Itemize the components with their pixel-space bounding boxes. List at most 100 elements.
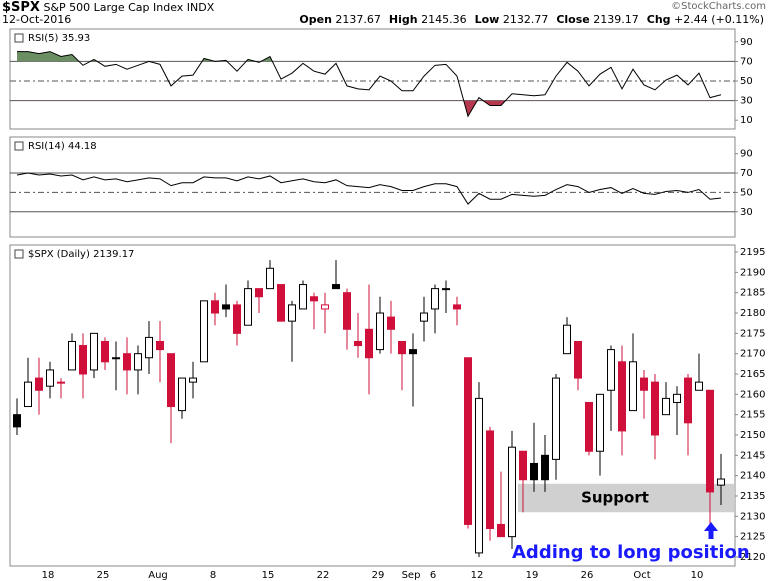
quote-label: Close [556,13,590,26]
candle-body [519,450,527,481]
panel-name: $SPX (Daily) [28,249,90,260]
x-tick-label: 25 [97,570,110,581]
panel-frame [9,28,736,130]
index-name: S&P 500 Large Cap Index [43,1,184,14]
header: $SPX S&P 500 Large Cap Index INDX 12-Oct… [0,0,772,28]
y-tick-label: 2150 [740,430,765,441]
candle-body [453,304,461,310]
y-tick-label: 2130 [740,511,765,522]
y-tick-label: 10 [740,115,753,126]
credit: ©StockCharts.com [671,1,766,12]
quote-value: 2145.36 [421,13,467,26]
y-tick-label: 90 [740,37,753,48]
x-tick-label: 18 [42,570,55,581]
arrow [704,522,718,539]
x-tick-label: 19 [526,570,539,581]
x-tick-label: Aug [148,570,168,581]
quote-label: Low [474,13,500,26]
candle-body [387,316,395,330]
candle-body [156,340,164,351]
panel-frame [9,244,736,567]
candle-body [57,381,65,384]
panel-icon [14,33,24,43]
support-label: Support [581,489,649,507]
x-tick-label: 15 [262,570,275,581]
date: 12-Oct-2016 [2,13,72,26]
candle-body [321,304,329,310]
x-tick-label: 29 [372,570,385,581]
candle-body [684,377,692,424]
y-tick-label: 2135 [740,491,765,502]
candle-body [332,284,340,290]
candle-body [409,349,417,355]
y-tick-label: 2145 [740,450,765,461]
candle-body [46,369,54,387]
candle-body [475,397,483,554]
x-tick-label: 10 [691,570,704,581]
panel-name: RSI(5) [28,33,59,44]
candle-body [13,414,21,428]
candle-body [541,454,549,481]
candle-body [585,401,593,452]
candle-body [189,377,197,383]
y-tick-label: 2165 [740,369,765,380]
candle-body [464,357,472,525]
candle-body [79,345,87,375]
candle-body [145,336,153,359]
y-tick-label: 30 [740,96,753,107]
panel-icon [14,141,24,151]
candle-body [343,292,351,330]
candle-body [442,288,450,291]
candle-body [134,353,142,371]
candle-body [673,393,681,403]
x-tick-label: 8 [210,570,216,581]
candle-body [288,304,296,322]
quote-value: 2137.67 [335,13,381,26]
candle-body [299,284,307,310]
y-tick-label: 2140 [740,471,765,482]
panel-icon [14,249,24,259]
candle-body [354,340,362,347]
panel-latest: 35.93 [62,33,91,44]
quote-value: +2.44 (+0.11%) [674,13,764,26]
candle-body [706,389,714,493]
x-tick-label: 6 [430,570,436,581]
candle-body [222,304,230,310]
candle-body [266,267,274,290]
y-tick-label: 2175 [740,328,765,339]
y-tick-label: 50 [740,187,753,198]
y-tick-label: 2125 [740,532,765,543]
candle-body [420,312,428,322]
support-zone [518,483,735,513]
candle-body [101,340,109,363]
candle-body [200,300,208,363]
y-tick-label: 2195 [740,247,765,258]
candle-body [508,446,516,538]
candle-body [376,312,384,351]
panel-latest: 2139.17 [93,249,134,260]
candle-body [277,284,285,322]
candle-body [112,357,120,360]
y-tick-label: 70 [740,56,753,67]
candle-body [530,462,538,481]
rsi-line [17,51,722,118]
y-tick-label: 50 [740,76,753,87]
candle-body [431,288,439,310]
candle-body [167,353,175,408]
candle-body [365,328,373,359]
y-tick-label: 2120 [740,552,765,563]
y-tick-label: 90 [740,149,753,160]
quote-label: Open [299,13,332,26]
candle-body [574,340,582,379]
candle-body [24,381,32,408]
candle-body [35,377,43,391]
x-tick-label: 12 [471,570,484,581]
y-tick-label: 2185 [740,288,765,299]
panel-name: RSI(14) [28,141,65,152]
candle-body [651,381,659,436]
quote-label: High [388,13,418,26]
quote-value: 2132.77 [502,13,549,26]
panel-label: RSI(5) 35.93 [28,33,90,44]
y-tick-label: 2180 [740,308,765,319]
